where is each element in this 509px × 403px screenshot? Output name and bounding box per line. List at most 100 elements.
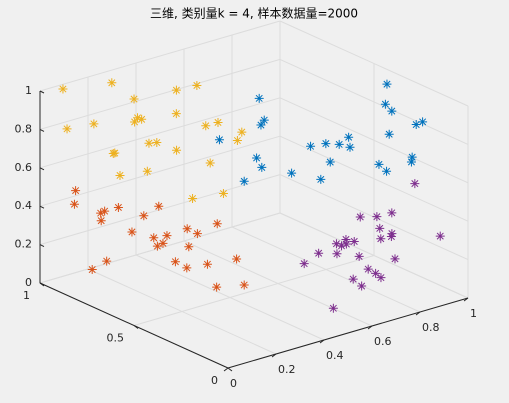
point — [374, 159, 384, 169]
point — [337, 241, 347, 251]
point — [390, 254, 400, 264]
point — [205, 158, 215, 168]
point — [58, 84, 68, 94]
x-tick-label: 0.4 — [326, 349, 344, 362]
point — [344, 132, 354, 142]
point — [345, 142, 355, 152]
point — [382, 79, 392, 89]
chart-title: 三维, 类别量k = 4, 样本数据量=2000 — [150, 6, 358, 21]
x-tick — [319, 339, 325, 344]
point — [110, 148, 120, 158]
point — [325, 157, 335, 167]
point — [129, 94, 139, 104]
y-tick-label: 0.5 — [107, 332, 125, 345]
point — [218, 188, 228, 198]
point — [113, 202, 123, 212]
point — [341, 234, 351, 244]
point — [321, 139, 331, 149]
x-tick-label: 1 — [470, 307, 477, 320]
grid-line — [39, 97, 281, 169]
x-tick — [367, 325, 373, 330]
point — [87, 265, 97, 275]
point — [384, 129, 394, 139]
point — [96, 216, 106, 226]
point — [314, 248, 324, 258]
point — [332, 249, 342, 259]
point — [192, 229, 202, 239]
point — [142, 166, 152, 176]
point — [331, 239, 341, 249]
point — [371, 268, 381, 278]
point — [287, 168, 297, 178]
x-axis — [227, 297, 469, 369]
point — [137, 114, 147, 124]
y-tick-label: 1 — [23, 289, 30, 302]
point — [158, 238, 168, 248]
point — [411, 120, 421, 130]
x-tick — [415, 311, 421, 316]
point — [372, 212, 382, 222]
point — [62, 124, 72, 134]
point — [171, 85, 181, 95]
point — [306, 141, 316, 151]
z-tick-label: 0 — [25, 276, 32, 289]
point — [152, 138, 162, 147]
point — [202, 259, 212, 269]
z-tick — [39, 282, 45, 286]
point — [184, 242, 194, 252]
point — [407, 152, 417, 162]
point — [133, 113, 143, 123]
point — [107, 78, 117, 88]
point — [172, 145, 182, 155]
point — [357, 281, 367, 291]
grid-line — [133, 255, 375, 326]
y-tick-label: 0 — [211, 374, 218, 387]
point — [239, 176, 249, 186]
point — [410, 179, 420, 189]
point — [69, 199, 79, 209]
x-tick — [271, 353, 277, 358]
point — [154, 201, 164, 211]
grid-line — [39, 135, 281, 207]
y-tick — [227, 367, 233, 372]
point — [102, 256, 112, 266]
point — [232, 254, 242, 264]
point — [152, 241, 162, 251]
z-tick-label: 0.8 — [15, 122, 33, 135]
point — [144, 138, 154, 148]
point — [406, 157, 416, 167]
x-tick — [463, 297, 469, 302]
point — [89, 119, 99, 129]
point — [257, 162, 267, 172]
grid-line — [279, 97, 469, 184]
point — [380, 99, 390, 109]
point — [348, 274, 358, 284]
z-tick — [39, 244, 45, 248]
point — [328, 303, 338, 313]
point — [316, 174, 326, 184]
point — [334, 139, 344, 149]
point — [171, 109, 181, 119]
point — [363, 264, 373, 274]
grid-line — [39, 212, 281, 284]
point — [214, 135, 224, 145]
point — [212, 282, 222, 292]
point — [375, 223, 385, 233]
point — [256, 120, 266, 130]
point — [139, 211, 149, 221]
point — [376, 273, 386, 283]
grid-line — [39, 58, 281, 130]
z-tick-label: 0.2 — [15, 238, 33, 251]
grid-line — [279, 135, 469, 222]
point — [387, 106, 397, 116]
point — [182, 263, 192, 273]
point — [299, 259, 309, 269]
z-tick — [39, 205, 45, 209]
point — [387, 229, 397, 239]
point — [127, 227, 137, 237]
grid-line — [279, 212, 469, 299]
point — [188, 193, 198, 203]
z-tick — [39, 167, 45, 171]
point — [130, 117, 140, 127]
x-tick-label: 0.6 — [374, 335, 392, 348]
